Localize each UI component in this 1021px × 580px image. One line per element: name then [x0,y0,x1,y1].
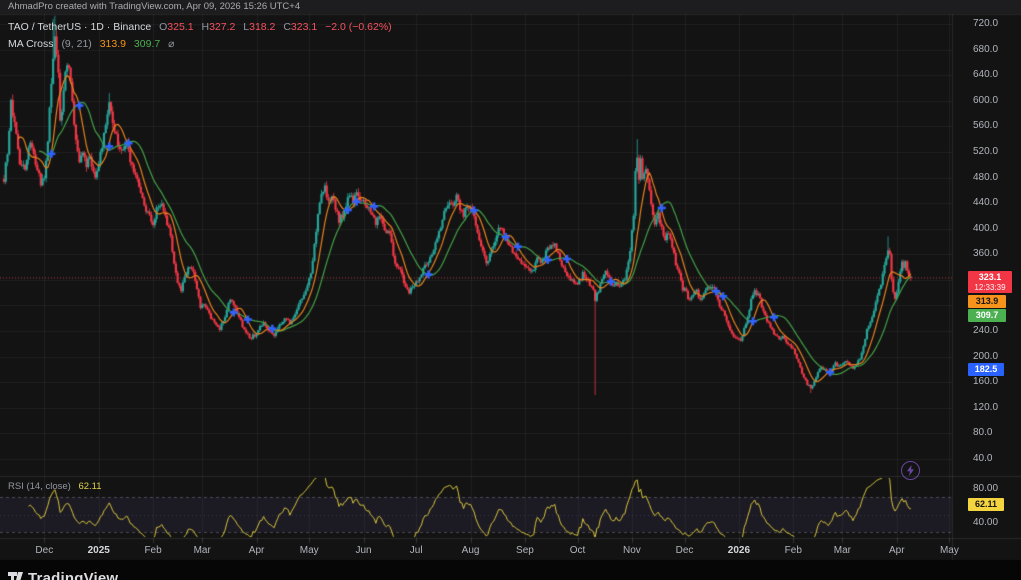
boost-button[interactable] [901,461,920,480]
time-axis-label: Nov [623,545,641,556]
lightning-icon [907,465,914,476]
time-axis-label: Sep [516,545,534,556]
price-axis-label: 600.0 [973,94,999,106]
ma-slow-value: 309.7 [133,38,161,50]
change-value: −2.0 (−0.62%) [325,21,392,33]
time-axis-label: Dec [35,545,54,556]
price-axis-label: 200.0 [973,350,999,362]
attribution-bar: AhmadPro created with TradingView.com, A… [0,0,1021,14]
open-value: 325.1 [167,21,194,33]
ma-fast-value: 313.9 [99,38,126,50]
price-axis-label: 160.0 [973,376,999,388]
indicator-name: MA Cross [8,38,54,50]
symbol-title[interactable]: TAO / TetherUS · 1D · Binance [8,21,152,33]
last-price-value: 323.1 [978,272,1002,282]
time-axis-label: Jun [355,545,372,556]
tradingview-logo-text: TradingView [28,570,119,580]
rsi-title: RSI (14, close) [8,481,71,492]
price-axis-label: 80.0 [973,427,993,439]
time-axis-label: May [939,545,959,556]
ma-cross-row[interactable]: MA Cross (9, 21) 313.9 309.7 ⌀ [8,36,392,53]
price-axis-label: 560.0 [973,120,999,132]
price-axis-label: 520.0 [973,145,999,157]
close-value: 323.1 [290,21,318,33]
close-label: C [283,21,291,33]
tradingview-logo[interactable]: TradingView [8,571,118,580]
price-axis-label: 40.0 [973,453,993,464]
low-value: 318.2 [249,21,276,33]
time-axis-label: Feb [784,545,802,556]
price-axis-label: 240.0 [973,325,999,337]
time-axis-label: Mar [833,545,852,556]
time-axis-label: May [299,545,319,556]
price-axis-label: 640.0 [973,69,999,81]
time-axis-label: Apr [248,545,265,556]
time-axis-label: Oct [569,545,586,556]
price-axis-label: 680.0 [973,43,999,55]
time-axis-label: Dec [675,545,694,556]
rsi-axis-upper-label: 80.00 [973,483,999,494]
ma-slow-badge: 309.7 [968,309,1006,322]
rsi-legend[interactable]: RSI (14, close) 62.11 [8,481,102,492]
time-axis-label: Aug [461,545,480,556]
price-axis-label: 440.0 [973,197,999,209]
attribution-text: AhmadPro created with TradingView.com, A… [8,1,301,12]
price-axis-label: 120.0 [973,401,999,413]
ma-fast-badge: 313.9 [968,295,1006,308]
price-axis-label: 720.0 [973,18,999,29]
tradingview-logo-icon [8,572,23,580]
rsi-value: 62.11 [78,481,102,492]
time-axis-label: Jul [409,545,423,556]
price-axis-label: 400.0 [973,222,999,234]
time-axis-label: Apr [889,545,905,556]
high-value: 327.2 [209,21,236,33]
bar-countdown: 12:33:39 [974,283,1006,292]
footer-bar: TradingView [0,560,1021,580]
rsi-value-badge: 62.11 [968,498,1004,511]
indicator-hidden-icon[interactable]: ⌀ [168,38,175,50]
open-label: O [159,21,168,33]
price-axis-label: 480.0 [973,171,999,183]
time-axis-label: Mar [193,545,211,556]
high-label: H [201,21,210,33]
low-label: L [243,21,250,33]
time-axis-label: 2025 [87,545,110,556]
price-axis-label: 360.0 [973,248,999,260]
last-price-badge: 323.1 12:33:39 [968,271,1012,293]
symbol-legend: TAO / TetherUS · 1D · Binance O325.1 H32… [8,19,392,53]
rsi-axis-lower-label: 40.00 [973,517,999,528]
time-axis-label: Feb [144,545,162,556]
ma-cross-price-badge: 182.5 [968,363,1004,376]
indicator-params: (9, 21) [61,38,92,50]
symbol-row[interactable]: TAO / TetherUS · 1D · Binance O325.1 H32… [8,19,392,36]
time-axis-label: 2026 [727,545,751,556]
